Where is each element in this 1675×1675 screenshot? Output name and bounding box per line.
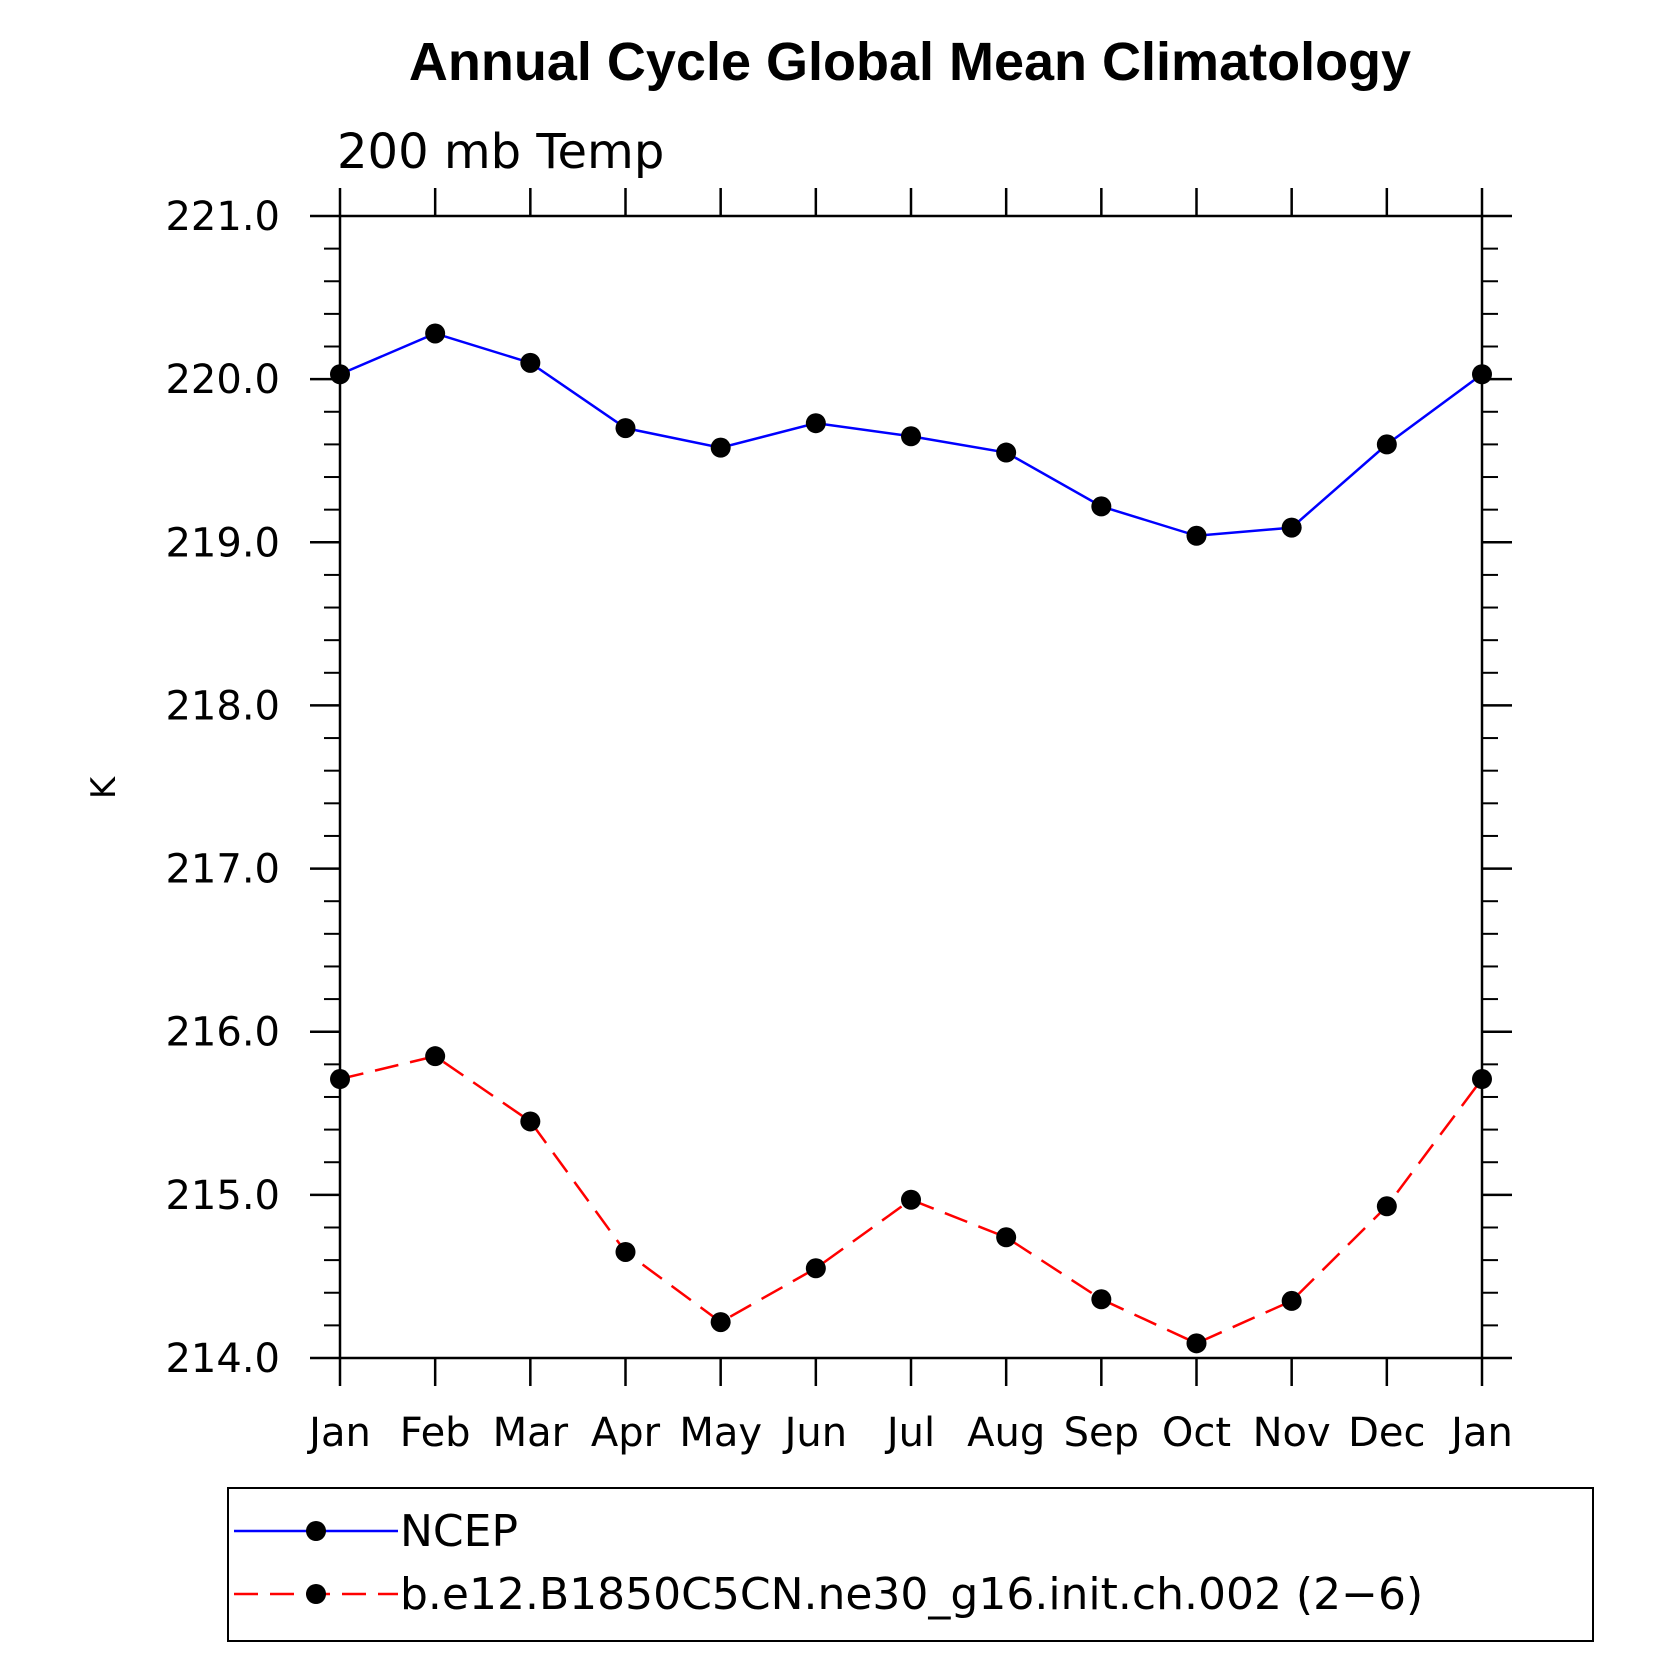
axis-ticks bbox=[310, 188, 1512, 1386]
x-tick-labels: Jan Feb Mar Apr May Jun Jul Aug Sep Oct Nov Dec Jan bbox=[306, 1410, 1513, 1456]
data-point bbox=[330, 364, 350, 385]
data-point bbox=[615, 1241, 636, 1262]
data-point bbox=[1186, 1333, 1207, 1354]
legend-label-model: b.e12.B1850C5CN.ne30_g16.init.ch.002 (2−… bbox=[400, 1569, 1423, 1620]
data-point bbox=[805, 413, 826, 434]
y-tick-label: 217.0 bbox=[165, 847, 280, 893]
plot-frame bbox=[338, 214, 1484, 1360]
data-point bbox=[710, 1312, 731, 1333]
chart-subtitle: 200 mb Temp bbox=[337, 124, 664, 180]
series-1 bbox=[330, 1046, 1492, 1354]
data-point bbox=[901, 1189, 921, 1210]
data-point bbox=[1281, 517, 1302, 538]
data-point bbox=[996, 1227, 1017, 1248]
data-point bbox=[1376, 1196, 1397, 1217]
x-tick-label: Mar bbox=[493, 1410, 569, 1456]
x-tick-label: Oct bbox=[1162, 1410, 1231, 1456]
y-tick-label: 215.0 bbox=[165, 1173, 280, 1219]
data-point bbox=[425, 323, 446, 344]
x-tick-label: Apr bbox=[591, 1410, 661, 1456]
legend-marker-ncep bbox=[306, 1521, 326, 1541]
data-point bbox=[425, 1046, 446, 1067]
legend-marker-model bbox=[306, 1584, 326, 1604]
x-tick-label: Jan bbox=[1448, 1410, 1513, 1456]
y-tick-labels: 214.0 215.0 216.0 217.0 218.0 219.0 220.0 221.0 bbox=[165, 194, 280, 1382]
x-tick-label: May bbox=[679, 1410, 762, 1456]
data-point bbox=[1091, 1289, 1112, 1310]
y-tick-label: 219.0 bbox=[165, 520, 280, 566]
x-tick-label: Sep bbox=[1064, 1410, 1139, 1456]
legend-label-ncep: NCEP bbox=[400, 1506, 518, 1557]
y-tick-label: 214.0 bbox=[165, 1336, 280, 1382]
x-tick-label: Jan bbox=[306, 1410, 371, 1456]
data-point bbox=[1472, 364, 1492, 385]
series-0 bbox=[330, 323, 1492, 546]
data-point bbox=[520, 352, 541, 373]
legend-box bbox=[227, 1487, 1594, 1642]
x-tick-label: Jul bbox=[884, 1410, 935, 1456]
data-point bbox=[996, 442, 1017, 463]
data-point bbox=[1186, 525, 1207, 546]
chart-title: Annual Cycle Global Mean Climatology bbox=[409, 32, 1411, 92]
data-point bbox=[1376, 434, 1397, 455]
x-tick-label: Aug bbox=[967, 1410, 1045, 1456]
x-tick-label: Jun bbox=[782, 1410, 848, 1456]
data-point bbox=[520, 1111, 541, 1132]
y-tick-label: 221.0 bbox=[165, 194, 280, 240]
legend: NCEP b.e12.B1850C5CN.ne30_g16.init.ch.00… bbox=[227, 1487, 1594, 1642]
y-tick-label: 220.0 bbox=[165, 357, 280, 403]
series-group bbox=[330, 323, 1492, 1354]
data-point bbox=[615, 418, 636, 439]
data-point bbox=[1472, 1069, 1492, 1090]
plot-border bbox=[338, 214, 1484, 1360]
data-point bbox=[330, 1069, 350, 1090]
y-tick-label: 218.0 bbox=[165, 683, 280, 729]
data-point bbox=[1281, 1290, 1302, 1311]
y-tick-label: 216.0 bbox=[165, 1010, 280, 1056]
x-tick-label: Feb bbox=[400, 1410, 471, 1456]
x-tick-label: Dec bbox=[1348, 1410, 1425, 1456]
data-point bbox=[710, 437, 731, 458]
data-point bbox=[901, 426, 921, 447]
data-point bbox=[1091, 496, 1112, 517]
data-point bbox=[805, 1258, 826, 1279]
x-tick-label: Nov bbox=[1253, 1410, 1331, 1456]
y-axis-label: K bbox=[84, 775, 124, 799]
